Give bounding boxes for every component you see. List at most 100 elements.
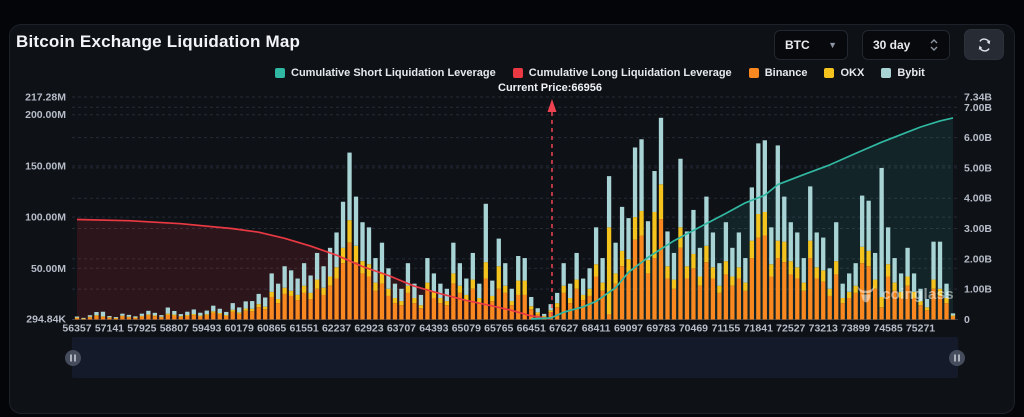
bar-bybit[interactable] [619,206,625,251]
bar-bybit[interactable] [263,297,268,307]
bar-okx[interactable] [788,261,793,275]
bar-binance[interactable] [288,295,294,320]
bar-bybit[interactable] [94,312,99,316]
bar-binance[interactable] [593,276,599,320]
bar-bybit[interactable] [665,231,670,267]
bar-okx[interactable] [769,264,774,277]
bar-bybit[interactable] [516,256,521,281]
bar-bybit[interactable] [483,203,488,263]
bar-binance[interactable] [509,305,514,320]
bar-bybit[interactable] [425,258,430,283]
bar-okx[interactable] [81,318,86,320]
bar-okx[interactable] [619,250,625,267]
bar-okx[interactable] [198,315,203,317]
bar-bybit[interactable] [574,252,579,280]
bar-okx[interactable] [542,315,547,317]
bar-bybit[interactable] [198,312,203,316]
bar-binance[interactable] [107,317,112,320]
bar-bybit[interactable] [360,222,365,262]
bar-binance[interactable] [931,288,936,320]
bar-binance[interactable] [74,317,80,320]
bar-binance[interactable] [587,295,592,320]
bar-binance[interactable] [600,290,605,320]
bar-binance[interactable] [905,285,910,320]
bar-bybit[interactable] [477,283,482,298]
bar-okx[interactable] [301,285,307,293]
bar-bybit[interactable] [613,242,618,274]
bar-bybit[interactable] [879,167,884,297]
bar-okx[interactable] [632,217,638,240]
bar-bybit[interactable] [814,232,819,268]
bar-okx[interactable] [373,282,378,291]
bar-okx[interactable] [386,288,391,296]
bar-binance[interactable] [405,292,411,320]
bar-okx[interactable] [152,315,158,317]
bar-binance[interactable] [217,314,222,320]
bar-bybit[interactable] [243,301,248,309]
bar-bybit[interactable] [288,270,294,291]
bar-bybit[interactable] [301,263,307,286]
bar-bybit[interactable] [898,273,904,292]
bar-binance[interactable] [898,298,904,320]
bar-bybit[interactable] [652,171,657,212]
bar-binance[interactable] [911,298,917,320]
bar-binance[interactable] [924,310,930,320]
bar-binance[interactable] [606,314,612,320]
bar-binance[interactable] [399,305,404,320]
bar-okx[interactable] [574,279,579,289]
bar-binance[interactable] [619,266,625,320]
bar-binance[interactable] [340,263,346,320]
bar-bybit[interactable] [905,247,910,277]
bar-binance[interactable] [113,318,119,320]
bar-bybit[interactable] [438,283,443,298]
bar-bybit[interactable] [87,315,93,317]
bar-okx[interactable] [366,264,372,277]
bar-binance[interactable] [172,315,177,320]
bar-binance[interactable] [165,314,170,320]
bar-okx[interactable] [587,288,592,296]
bar-bybit[interactable] [600,258,605,283]
bar-binance[interactable] [937,295,943,320]
datazoom-handle-right-grip[interactable] [949,350,965,366]
bar-okx[interactable] [269,291,274,297]
bar-binance[interactable] [827,295,832,320]
bar-bybit[interactable] [853,263,858,286]
bar-binance[interactable] [444,305,450,320]
legend-item-cumulative-short-liquidation-leverage[interactable]: Cumulative Short Liquidation Leverage [275,67,496,79]
bar-binance[interactable] [87,317,93,320]
bar-bybit[interactable] [230,303,235,310]
bar-bybit[interactable] [639,139,644,211]
bar-binance[interactable] [529,309,534,320]
bar-okx[interactable] [840,298,845,304]
bar-okx[interactable] [94,315,99,316]
bar-binance[interactable] [879,307,884,320]
bar-bybit[interactable] [775,145,780,241]
bar-bybit[interactable] [782,196,787,242]
bar-bybit[interactable] [113,317,119,318]
bar-okx[interactable] [730,276,735,286]
bar-okx[interactable] [555,303,560,308]
bar-bybit[interactable] [795,232,800,268]
bar-okx[interactable] [340,247,346,264]
bar-okx[interactable] [885,264,891,277]
bar-binance[interactable] [730,285,735,320]
bar-bybit[interactable] [256,293,261,305]
bar-okx[interactable] [314,279,320,289]
bar-binance[interactable] [853,292,858,320]
bar-binance[interactable] [477,303,482,320]
bar-okx[interactable] [697,276,703,286]
bar-okx[interactable] [418,305,424,309]
bar-okx[interactable] [347,220,352,243]
bar-okx[interactable] [113,317,119,319]
bar-okx[interactable] [126,316,132,318]
bar-binance[interactable] [425,290,430,320]
bar-okx[interactable] [250,308,255,312]
bar-binance[interactable] [944,303,949,320]
bar-okx[interactable] [107,317,112,318]
bar-okx[interactable] [626,259,631,273]
bar-binance[interactable] [834,274,839,320]
bar-okx[interactable] [464,294,469,301]
bar-okx[interactable] [652,211,657,259]
bar-binance[interactable] [568,303,573,320]
bar-okx[interactable] [412,298,417,304]
